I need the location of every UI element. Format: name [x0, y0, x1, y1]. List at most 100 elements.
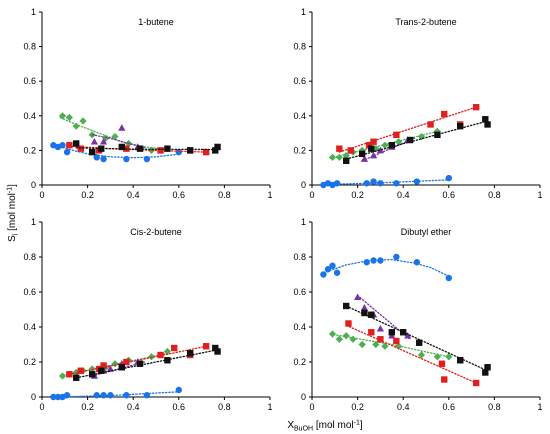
y-tick-label: 1 [301, 217, 306, 227]
x-tick-label: 0.6 [173, 190, 186, 200]
data-point [90, 137, 99, 145]
trend-line [338, 106, 477, 153]
data-point [376, 324, 384, 332]
data-point [123, 392, 130, 399]
data-point [342, 151, 350, 160]
trend-line [59, 116, 169, 151]
data-point [441, 376, 448, 383]
data-point [400, 329, 407, 336]
data-point [111, 360, 119, 368]
x-tick-label: 0.4 [127, 190, 140, 200]
data-point [358, 150, 366, 158]
data-point [393, 253, 400, 261]
y-tick-label: 0 [31, 392, 36, 402]
data-point [100, 362, 107, 369]
data-point [123, 155, 130, 163]
x-tick-label: 0.6 [173, 402, 186, 412]
data-point [164, 357, 171, 364]
x-tick-label: 0.4 [397, 190, 410, 200]
x-tick-label: 0.2 [81, 402, 94, 412]
y-tick-label: 0.2 [23, 145, 36, 155]
y-tick-label: 0.2 [293, 145, 306, 155]
data-point [333, 180, 341, 187]
data-point [59, 142, 66, 149]
series-1 [320, 253, 452, 282]
data-point [54, 393, 62, 401]
data-point [157, 351, 164, 359]
x-tick-label: 0.4 [397, 402, 410, 412]
y-tick-label: 0.8 [23, 252, 36, 262]
data-point [118, 364, 125, 371]
data-point [363, 259, 370, 266]
y-tick-label: 0.8 [293, 42, 306, 52]
y-tick-label: 0 [31, 180, 36, 190]
data-point [79, 117, 87, 125]
data-point [66, 371, 73, 378]
x-tick-label: 0 [39, 190, 44, 200]
data-point [393, 337, 400, 345]
y-tick-label: 1 [31, 217, 36, 227]
data-point [445, 353, 453, 361]
data-point [58, 112, 67, 120]
x-tick-label: 0.8 [218, 190, 231, 200]
y-tick-label: 0.4 [293, 322, 306, 332]
series-5 [73, 344, 221, 381]
x-axis-label-unit: [mol mol [313, 420, 354, 431]
panels: 0 0.2 0.4 0.6 0.8 1 0 0.2 0.4 0.6 0.8 1 1-butene 0 0.2… [23, 7, 542, 412]
data-point [445, 274, 452, 282]
data-point [100, 155, 107, 163]
series-1 [50, 142, 182, 163]
data-point [111, 132, 119, 141]
data-point [372, 145, 380, 153]
x-tick-label: 0.6 [443, 190, 456, 200]
data-point [118, 143, 125, 151]
panel-title: Trans-2-butene [395, 17, 456, 27]
data-point [123, 358, 130, 366]
data-point [93, 154, 100, 161]
data-point [363, 180, 370, 187]
trend-line [75, 349, 219, 379]
data-point [58, 372, 67, 380]
data-point [328, 330, 337, 338]
data-point [335, 153, 343, 161]
data-point [147, 353, 156, 361]
panel-3: 0 0.2 0.4 0.6 0.8 1 0 0.2 0.4 0.6 0.8 1 Cis-2-butene [23, 217, 272, 412]
y-axis-label-exp: -1 [7, 187, 14, 193]
series-5 [343, 116, 491, 164]
data-point [427, 121, 434, 128]
data-point [175, 386, 182, 394]
panel-title: Cis-2-butene [130, 227, 182, 237]
data-point [395, 138, 403, 146]
data-point [88, 148, 96, 156]
x-tick-label: 0.2 [351, 402, 364, 412]
data-point [433, 353, 441, 361]
data-point [457, 357, 464, 364]
y-axis-label-unit: [mol mol [7, 193, 18, 234]
y-tick-label: 0.4 [23, 322, 36, 332]
data-point [406, 136, 414, 144]
data-point [93, 392, 100, 399]
y-tick-label: 1 [301, 7, 306, 17]
x-axis-label-exp: -1 [354, 420, 360, 427]
data-point [100, 392, 107, 399]
data-point [484, 121, 491, 128]
x-tick-label: 1 [537, 402, 542, 412]
y-tick-label: 0 [301, 180, 306, 190]
data-point [335, 335, 343, 343]
data-point [136, 360, 144, 367]
data-point [143, 155, 151, 163]
series-4 [66, 343, 210, 378]
x-tick-label: 0.6 [443, 402, 456, 412]
data-point [372, 340, 380, 349]
y-tick-label: 1 [31, 7, 36, 17]
data-point [433, 127, 441, 135]
data-point [345, 320, 352, 327]
data-point [63, 148, 71, 156]
y-axis-label-sub: i [13, 233, 20, 235]
series-5 [343, 302, 491, 376]
data-point [472, 379, 480, 387]
data-point [484, 364, 491, 371]
data-point [369, 151, 378, 159]
series-1 [320, 174, 452, 189]
x-tick-label: 1 [537, 190, 542, 200]
